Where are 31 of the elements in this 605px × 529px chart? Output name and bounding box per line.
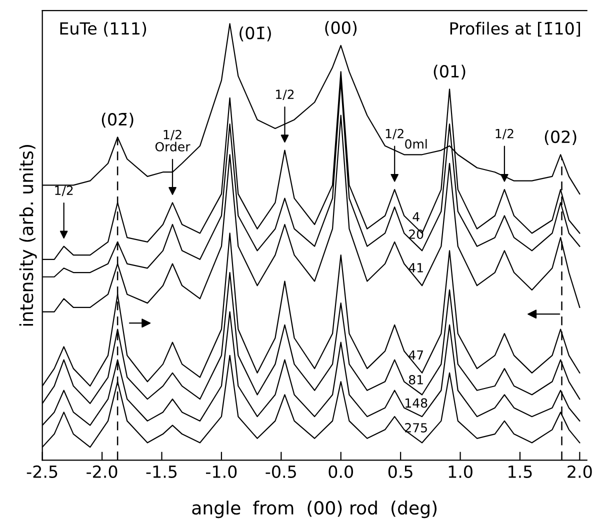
- series-label: 275: [405, 423, 427, 432]
- annotation: 1/2: [276, 90, 294, 100]
- annotation: 1/2: [496, 128, 514, 140]
- x-tick-label: 1.0: [448, 465, 472, 478]
- series-label: 0ml: [405, 139, 427, 149]
- x-tick-label: 1.5: [508, 466, 532, 478]
- annotation: (00): [325, 21, 357, 36]
- series-label: 148: [406, 398, 428, 408]
- x-tick-label: -2.0: [86, 465, 118, 478]
- x-tick-label: -2.5: [26, 465, 58, 478]
- annotation: (02̄): [102, 112, 134, 128]
- series-label: 41: [408, 263, 423, 272]
- annotation: EuTe (111): [60, 22, 146, 37]
- x-tick-label: 0.0: [328, 465, 354, 478]
- annotation: Profiles at [1̄10]: [450, 22, 580, 37]
- x-tick-label: -1.0: [206, 465, 237, 478]
- x-axis-title: angle from (00) rod (deg): [192, 500, 437, 518]
- annotation: 1/2: [386, 128, 404, 140]
- x-tick-label: 2.0: [568, 465, 592, 478]
- x-tick-label: 0.5: [388, 465, 412, 478]
- x-tick-label: -0.5: [266, 465, 296, 478]
- annotation: (01): [434, 64, 466, 80]
- series-label: 4: [412, 212, 420, 222]
- annotation: 1/2: [55, 186, 73, 196]
- y-axis-title: intensity (arb. units): [19, 144, 37, 326]
- x-tick-label: -1.5: [146, 466, 177, 478]
- annotation: 1/2 Order: [155, 130, 190, 152]
- annotation: (02): [544, 130, 576, 146]
- series-label: 81: [408, 375, 423, 384]
- series-label: 47: [408, 350, 423, 360]
- annotation: (01̄): [240, 26, 271, 42]
